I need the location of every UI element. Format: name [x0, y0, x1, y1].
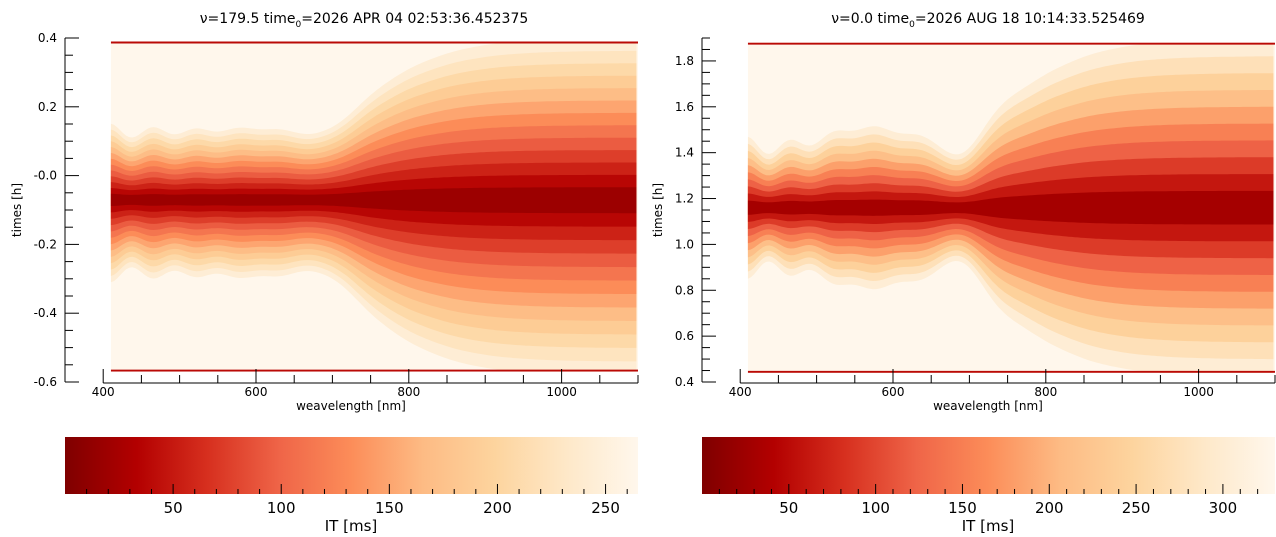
x-tick-label: 600 — [882, 385, 905, 399]
contour-band — [747, 190, 1274, 225]
right-colorbar: 50 100 150 200 250 300 — [702, 437, 1275, 517]
y-tick-label: -0.0 — [34, 169, 57, 183]
colorbar-tick-label: 150 — [375, 499, 404, 517]
y-tick-label: 1.2 — [675, 192, 694, 206]
y-tick-label: 0.2 — [38, 100, 57, 114]
right-y-axis-label: times [h] — [651, 183, 665, 237]
left-axes: -0.6 -0.4 -0.2 -0.0 0.2 0.4 400 600 800 1000 — [34, 31, 639, 399]
y-tick-label: -0.6 — [34, 375, 57, 389]
x-tick-label: 400 — [729, 385, 752, 399]
colorbar-gradient — [65, 437, 638, 494]
colorbar-tick-label: 200 — [483, 499, 512, 517]
x-tick-label: 1000 — [546, 385, 577, 399]
x-tick-label: 400 — [92, 385, 115, 399]
colorbar-tick-label: 250 — [1122, 499, 1151, 517]
x-tick-label: 800 — [397, 385, 420, 399]
contour-band — [110, 187, 637, 214]
x-tick-label: 600 — [245, 385, 268, 399]
right-x-axis-label: weavelength [nm] — [933, 399, 1043, 413]
colorbar-tick-label: 300 — [1209, 499, 1238, 517]
colorbar-tick-label: 50 — [779, 499, 798, 517]
y-tick-label: -0.2 — [34, 237, 57, 251]
y-tick-label: 1.0 — [675, 237, 694, 251]
x-tick-label: 1000 — [1183, 385, 1214, 399]
y-tick-label: 1.8 — [675, 54, 694, 68]
y-tick-label: -0.4 — [34, 306, 57, 320]
y-tick-label: 0.4 — [675, 375, 694, 389]
right-chart-title: ν=0.0 time0=2026 AUG 18 10:14:33.525469 — [831, 11, 1145, 30]
left-colorbar: 50 100 150 200 250 — [65, 437, 638, 517]
left-chart-title: ν=179.5 time0=2026 APR 04 02:53:36.45237… — [200, 11, 529, 30]
y-tick-label: 0.8 — [675, 283, 694, 297]
colorbar-tick-label: 100 — [861, 499, 890, 517]
left-contour-area — [110, 41, 638, 372]
left-contour-chart: ν=179.5 time0=2026 APR 04 02:53:36.45237… — [10, 11, 639, 535]
right-contour-area — [747, 42, 1275, 373]
x-tick-label: 800 — [1034, 385, 1057, 399]
y-tick-label: 0.6 — [675, 329, 694, 343]
colorbar-tick-label: 50 — [164, 499, 183, 517]
colorbar-tick-label: 200 — [1035, 499, 1064, 517]
right-contour-chart: ν=0.0 time0=2026 AUG 18 10:14:33.525469 … — [651, 11, 1276, 535]
colorbar-tick-label: 250 — [591, 499, 620, 517]
right-axes: 0.4 0.6 0.8 1.0 1.2 1.4 1.6 1.8 400 600 800 1000 — [675, 37, 1276, 399]
left-x-axis-label: weavelength [nm] — [296, 399, 406, 413]
y-tick-label: 1.4 — [675, 146, 694, 160]
right-colorbar-label: IT [ms] — [962, 517, 1015, 535]
y-tick-label: 1.6 — [675, 100, 694, 114]
colorbar-tick-label: 100 — [267, 499, 296, 517]
y-tick-label: 0.4 — [38, 31, 57, 45]
left-colorbar-label: IT [ms] — [325, 517, 378, 535]
left-y-axis-label: times [h] — [10, 183, 24, 237]
colorbar-tick-label: 150 — [948, 499, 977, 517]
colorbar-gradient — [702, 437, 1275, 494]
